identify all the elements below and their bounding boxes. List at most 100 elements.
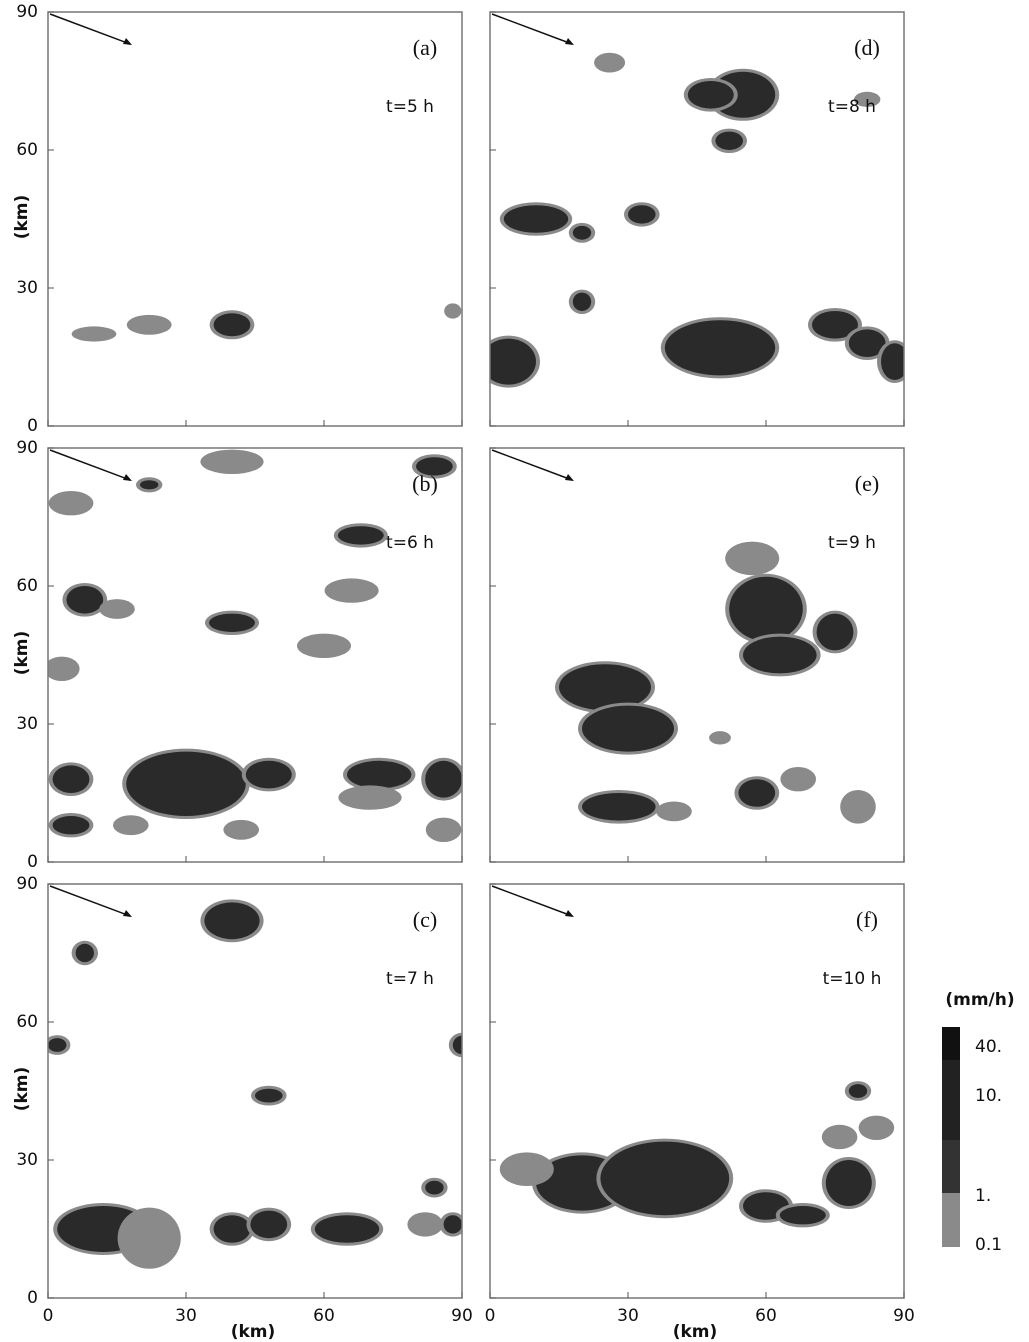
panel-label: (d) <box>854 35 880 60</box>
panel <box>555 541 876 824</box>
y-tick-label: 30 <box>16 278 38 298</box>
wind-arrow <box>491 13 573 45</box>
panel-label: (b) <box>412 471 438 496</box>
arrow-head <box>565 910 574 917</box>
rain-core <box>812 311 858 339</box>
x-tick-label: 0 <box>485 1306 496 1326</box>
x-tick-label: 90 <box>893 1306 915 1326</box>
arrow-head <box>565 474 574 481</box>
rain-area <box>117 1207 181 1269</box>
rain-area <box>126 314 172 335</box>
rain-core <box>881 343 904 380</box>
y-tick-label: 60 <box>16 1012 38 1032</box>
y-tick-label: 30 <box>16 714 38 734</box>
rain-core <box>628 205 656 224</box>
panel-frame <box>47 447 463 863</box>
rain-core <box>213 313 251 337</box>
rain-area <box>858 1115 895 1141</box>
y-tick-label: 90 <box>16 2 38 22</box>
rain-core <box>490 338 536 385</box>
y-axis-label: (km) <box>12 195 32 240</box>
y-tick-label: 90 <box>16 874 38 894</box>
rain-core <box>825 1160 872 1206</box>
colorbar-segment <box>942 1140 960 1193</box>
x-axis-label: (km) <box>673 1322 718 1342</box>
panel <box>490 52 904 388</box>
time-label: t=8 h <box>828 97 876 117</box>
y-tick-label: 0 <box>27 852 38 872</box>
time-label: t=9 h <box>828 533 876 553</box>
rain-area <box>48 491 94 516</box>
rain-core <box>572 225 592 240</box>
panel-label: (a) <box>413 35 437 60</box>
wind-arrow <box>491 449 573 481</box>
rain-area <box>48 656 80 681</box>
x-tick-label: 90 <box>451 1306 473 1326</box>
rain-core <box>425 760 462 798</box>
rain-area <box>656 801 692 822</box>
x-tick-label: 0 <box>43 1306 54 1326</box>
rain-area <box>113 815 149 836</box>
rain-core <box>743 636 817 674</box>
x-axis-label: (km) <box>231 1322 276 1342</box>
rain-core <box>664 320 776 376</box>
rain-core <box>715 131 743 150</box>
panel <box>48 449 462 842</box>
panel-frame <box>489 447 905 863</box>
rain-core <box>126 751 246 816</box>
wind-arrow <box>491 885 573 917</box>
time-label: t=6 h <box>386 533 434 553</box>
rain-area <box>725 541 780 576</box>
y-tick-label: 0 <box>27 416 38 436</box>
rain-area <box>338 785 402 810</box>
rain-area <box>71 326 117 342</box>
wind-arrow <box>49 13 131 45</box>
panel-frame <box>47 883 463 1299</box>
colorbar-label: 1. <box>975 1186 991 1206</box>
rain-area <box>854 91 881 107</box>
rain-core <box>600 1141 730 1216</box>
rain-core <box>729 576 803 642</box>
arrow-head <box>565 38 574 45</box>
colorbar-segment <box>942 1027 960 1060</box>
colorbar-segment <box>942 1060 960 1140</box>
rain-area <box>594 52 626 73</box>
panel <box>71 303 462 342</box>
arrow-head <box>123 910 132 917</box>
time-label: t=7 h <box>386 969 434 989</box>
time-label: t=5 h <box>386 97 434 117</box>
rain-core <box>425 1180 444 1195</box>
rain-core <box>503 205 569 233</box>
rain-area <box>499 1152 554 1186</box>
x-tick-label: 30 <box>175 1306 197 1326</box>
time-label: t=10 h <box>823 969 882 989</box>
rain-area <box>425 817 462 842</box>
rain-core <box>779 1206 826 1225</box>
rain-core <box>816 613 854 651</box>
rain-area <box>297 633 351 658</box>
rain-core <box>572 292 592 311</box>
arrow-head <box>123 38 132 45</box>
wind-arrow <box>49 885 131 917</box>
rain-core <box>443 1215 462 1234</box>
rain-area <box>444 303 462 319</box>
rain-core <box>582 793 656 821</box>
panel <box>48 899 462 1269</box>
rain-core <box>582 705 674 752</box>
rain-area <box>709 731 731 745</box>
rain-area <box>821 1124 858 1150</box>
panel-label: (f) <box>856 907 878 932</box>
rain-core <box>347 760 412 789</box>
rain-core <box>75 943 95 963</box>
rain-area <box>324 578 379 603</box>
rain-area <box>780 767 816 792</box>
rain-core <box>848 329 886 358</box>
panel-frame <box>47 11 463 427</box>
colorbar-title: (mm/h) <box>945 990 1014 1010</box>
rain-core <box>848 1084 868 1098</box>
rain-core <box>48 1038 67 1052</box>
y-tick-label: 60 <box>16 140 38 160</box>
rain-core <box>213 1215 251 1243</box>
panel-label: (c) <box>413 907 437 932</box>
